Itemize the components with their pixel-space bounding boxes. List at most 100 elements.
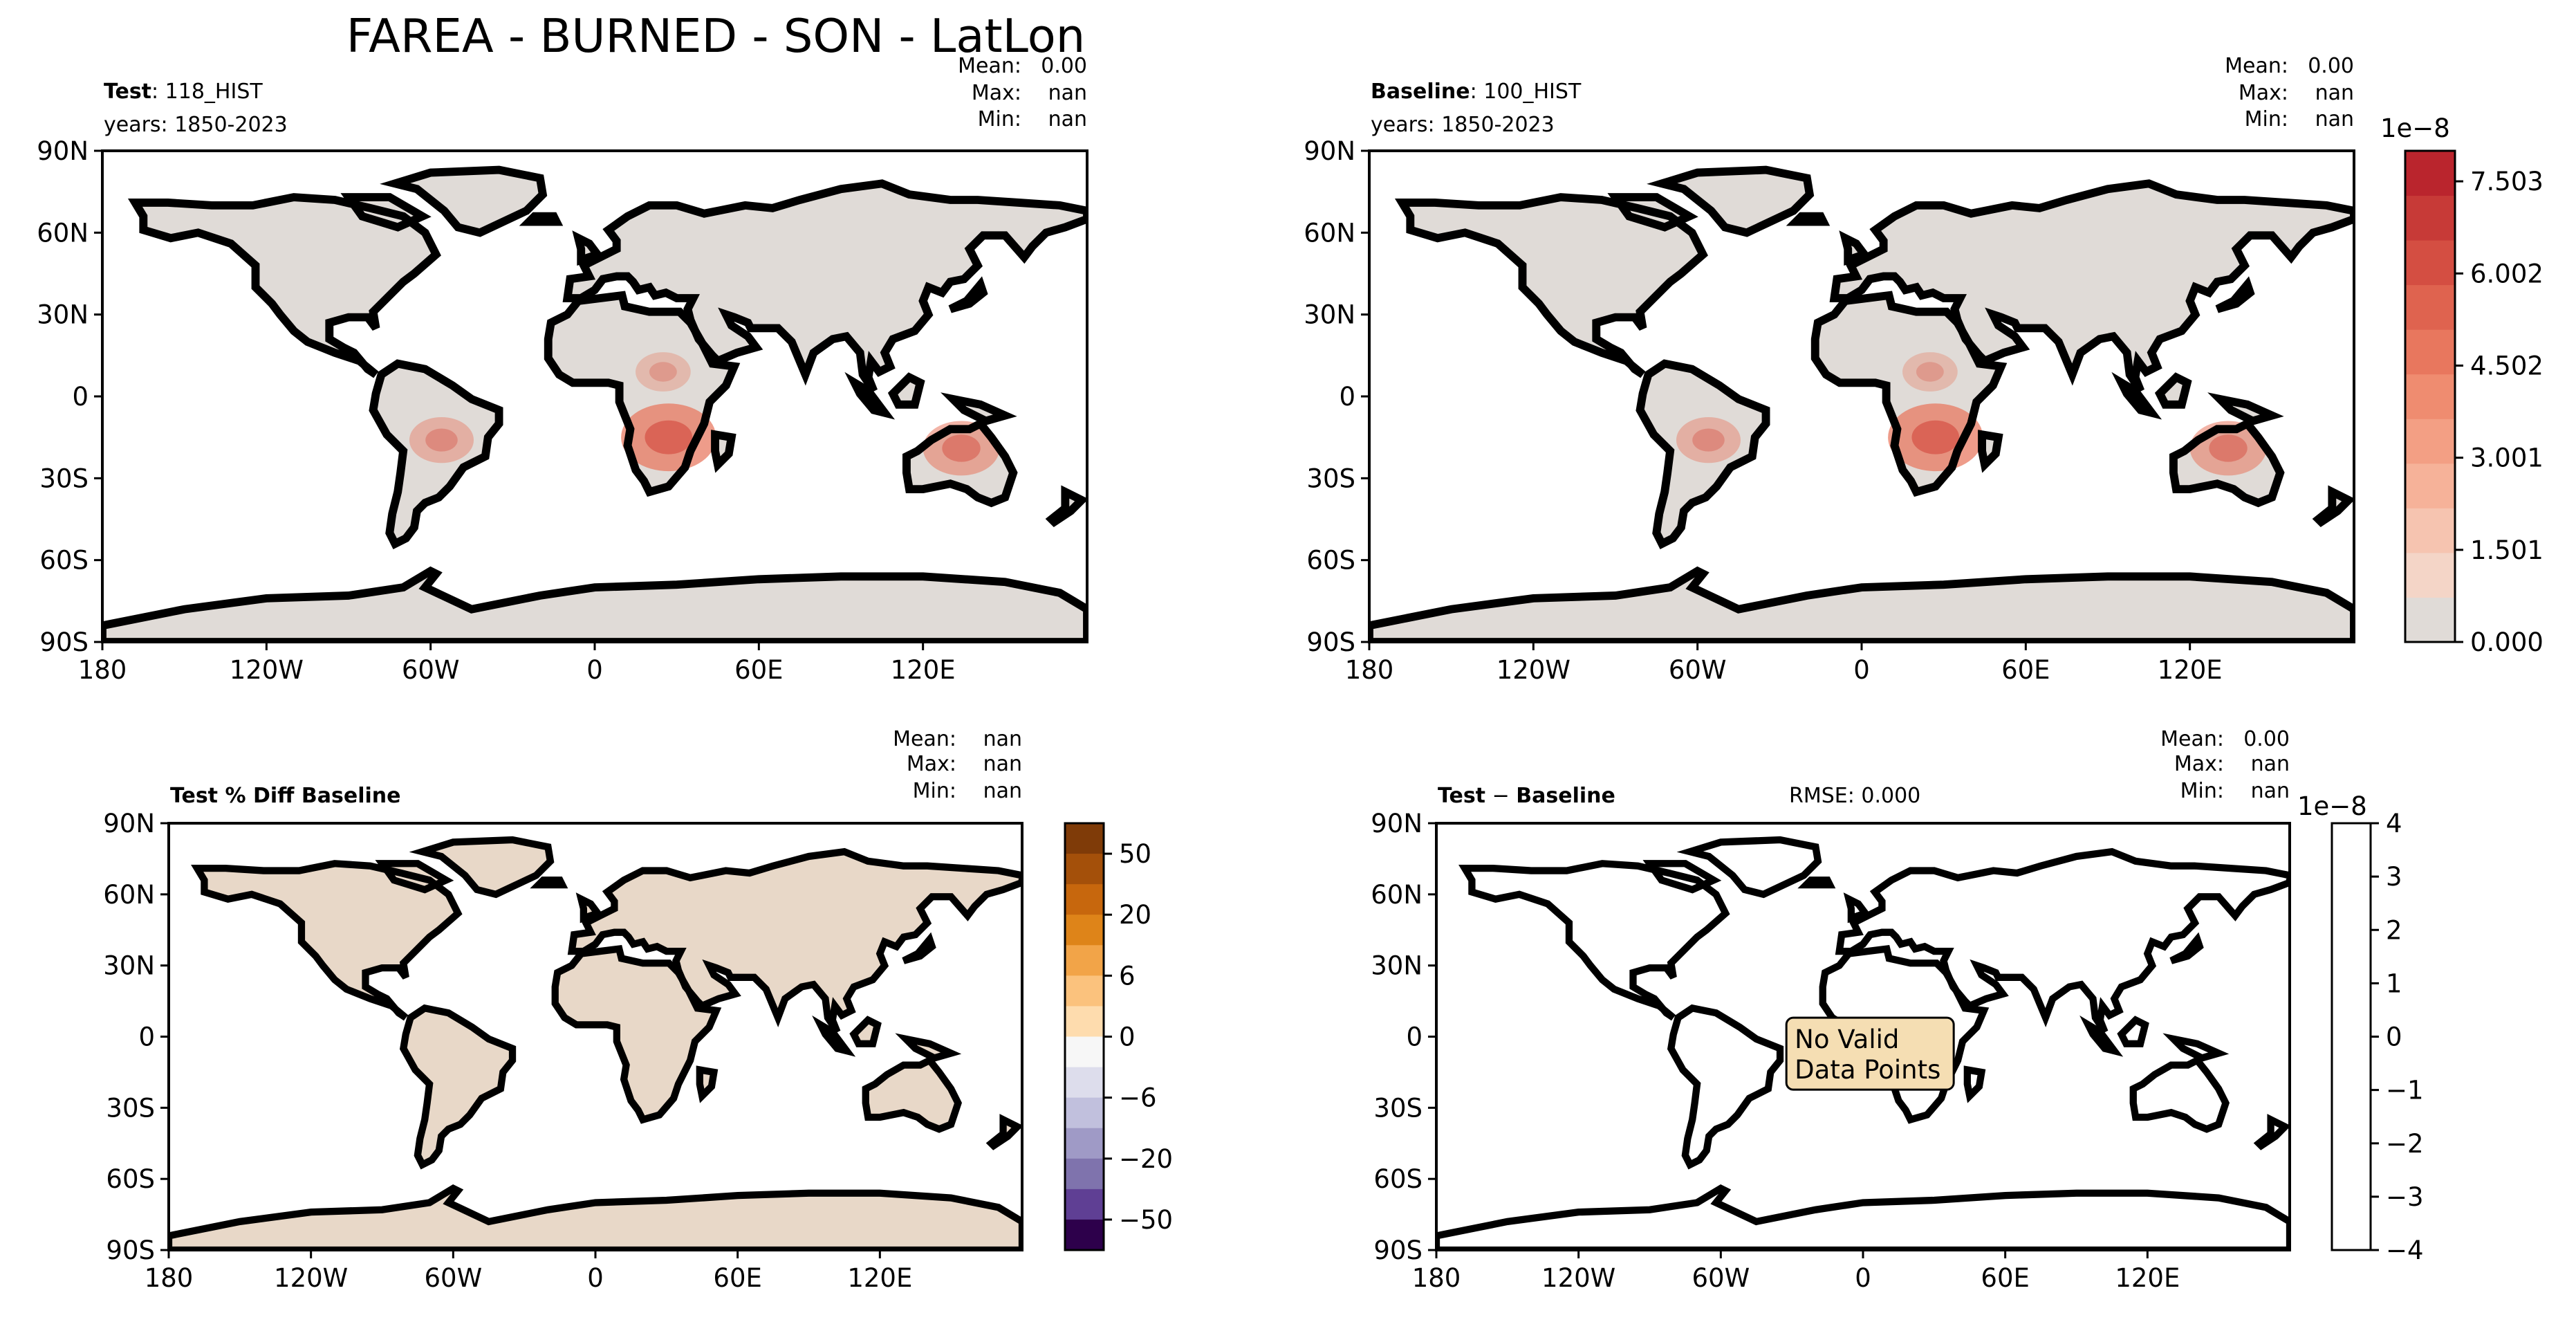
colorbar-segment: [2405, 463, 2455, 508]
stat-value-mean: 0.00: [2243, 727, 2290, 751]
burned-area-south-america: [409, 416, 474, 463]
lon-tick-label: 0: [1855, 1263, 1871, 1293]
no-data-box: [1785, 1016, 1955, 1091]
burned-core-northern-australia: [2209, 434, 2248, 462]
map-area: [169, 838, 1022, 1250]
lat-tick-label: 30N: [37, 300, 89, 330]
lat-tick-label: 60S: [106, 1164, 155, 1194]
colorbar-tick-label: −3: [2386, 1182, 2424, 1212]
lat-tick-label: 30N: [103, 951, 155, 981]
colorbar-segment: [2405, 419, 2455, 464]
stat-label-max: Max:: [907, 752, 956, 776]
lon-tick-label: 0: [587, 1263, 604, 1293]
no-data-text: No Valid: [1795, 1025, 1899, 1054]
colorbar-tick-label: 0.000: [2470, 627, 2543, 657]
colorbar-tick-label: 3.001: [2470, 443, 2543, 473]
colorbar-tick-label: 4.502: [2470, 351, 2543, 380]
difference-panel: 180 120W 60W 0 60E 120E 90N 60N 30N 0 30S 60S 90S Tes…: [1371, 727, 2291, 1293]
colorbar-tick-label: 2: [2386, 915, 2402, 945]
colorbar-segment: [2405, 374, 2455, 419]
colorbar-tick-label: 20: [1119, 900, 1151, 930]
lon-tick-label: 120E: [847, 1263, 912, 1293]
burned-core-sahel: [649, 362, 677, 382]
stat-value-max: nan: [2251, 752, 2290, 776]
lat-tick-label: 30S: [1306, 463, 1355, 493]
lon-tick-label: 120W: [274, 1263, 348, 1293]
stat-value-mean: nan: [983, 727, 1022, 751]
colorbar-tick-label: −50: [1119, 1205, 1173, 1235]
stat-value-mean: 0.00: [1041, 54, 1087, 78]
lon-tick-label: 60E: [713, 1263, 761, 1293]
lat-tick-label: 90N: [37, 136, 89, 166]
lon-tick-label: 120W: [1541, 1263, 1615, 1293]
burned-core-south-america: [425, 428, 458, 452]
burned-area-sahel: [636, 352, 691, 392]
stat-label-max: Max:: [2239, 81, 2288, 105]
colorbar-segment: [1065, 854, 1104, 885]
colorbar-tick-label: 50: [1119, 839, 1151, 869]
stat-value-min: nan: [983, 779, 1022, 803]
percent-diff-panel: 180 120W 60W 0 60E 120E 90N 60N 30N 0 30S 60S 90S Tes…: [103, 727, 1023, 1293]
colorbar-tick-label: −6: [1119, 1083, 1157, 1113]
years-label: years: 1850-2023: [104, 113, 288, 137]
panel-label: Test % Diff Baseline: [170, 784, 401, 808]
colorbar-segment: [1065, 823, 1104, 854]
panel-label-bold2: Baseline: [1516, 784, 1615, 808]
colorbar-segment: [1065, 975, 1104, 1007]
map-area: [1369, 170, 2354, 642]
colorbar-tick-label: 7.503: [2470, 167, 2543, 196]
colorbar-segment: [1065, 1158, 1104, 1190]
baseline-panel: 180 120W 60W 0 60E 120E 90N 60N 30N 0 30S 60S 90S Bas…: [1304, 54, 2355, 685]
stat-label-max: Max:: [2174, 752, 2224, 776]
lat-tick-label: 90N: [103, 809, 155, 838]
colorbar-segment: [1065, 1128, 1104, 1159]
colorbar-segment: [1065, 945, 1104, 976]
colorbar-tick-label: 6: [1119, 961, 1136, 991]
lat-tick-label: 90S: [1373, 1236, 1423, 1265]
rmse-label: RMSE: 0.000: [1789, 784, 1920, 808]
lon-tick-label: 60E: [2001, 655, 2050, 685]
lon-tick-label: 120E: [891, 655, 956, 685]
panel-label: Test: 118_HIST: [104, 80, 263, 104]
stat-value-min: nan: [2315, 107, 2354, 131]
lon-tick-label: 120W: [230, 655, 304, 685]
panel-label-minus: −: [1485, 784, 1516, 808]
colorbar-segment: [1065, 884, 1104, 915]
lon-tick-label: 180: [1412, 1263, 1461, 1293]
colorbar-segment: [2405, 552, 2455, 598]
colorbar-tick-label: −2: [2386, 1129, 2424, 1159]
lat-tick-label: 60S: [1306, 546, 1355, 576]
panel-label-rest: : 100_HIST: [1470, 80, 1582, 104]
colorbar-segment: [2405, 195, 2455, 241]
lat-tick-label: 90S: [1306, 627, 1355, 657]
land-fill: [1369, 169, 2354, 642]
colorbar-tick-label: −1: [2386, 1076, 2424, 1105]
burned-area-south-america: [1676, 416, 1741, 463]
lat-tick-label: 30S: [1373, 1093, 1423, 1123]
colorbar-tick-label: −20: [1119, 1144, 1173, 1174]
colorbar-segment: [1065, 915, 1104, 946]
colorbar-segment: [1065, 1067, 1104, 1099]
lat-tick-label: 0: [1406, 1022, 1423, 1052]
years-label: years: 1850-2023: [1371, 113, 1555, 137]
colorbar-tick-label: 0: [1119, 1022, 1136, 1052]
lon-tick-label: 60E: [734, 655, 783, 685]
stat-value-min: nan: [2251, 779, 2290, 803]
lat-tick-label: 90S: [39, 627, 89, 657]
land-fill: [169, 839, 1022, 1250]
stat-label-min: Min:: [2245, 107, 2288, 131]
figure-title: FAREA - BURNED - SON - LatLon: [346, 9, 1086, 63]
lat-tick-label: 30N: [1371, 951, 1423, 981]
percent-diff-colorbar: 50 20 6 0 −6 −20 −50: [1064, 822, 1173, 1251]
panel-label-bold: Test: [104, 80, 151, 104]
lon-tick-label: 120E: [2115, 1263, 2180, 1293]
lat-tick-label: 60S: [39, 546, 89, 576]
colorbar-segment: [2405, 329, 2455, 375]
lat-tick-label: 90N: [1304, 136, 1355, 166]
colorbar-tick-label: 4: [2386, 809, 2402, 838]
colorbar-tick-label: −4: [2386, 1236, 2424, 1265]
lon-tick-label: 60E: [1981, 1263, 2029, 1293]
lat-tick-label: 60N: [103, 880, 155, 910]
lat-tick-label: 30S: [106, 1093, 155, 1123]
